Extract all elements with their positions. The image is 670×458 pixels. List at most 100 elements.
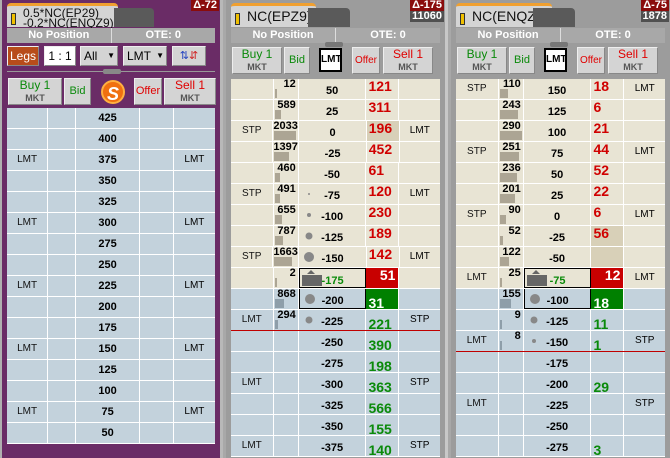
empty-tab[interactable] bbox=[533, 8, 575, 27]
bid-size-cell[interactable]: 198 bbox=[366, 352, 400, 374]
volume-cell[interactable]: 9 bbox=[499, 310, 524, 330]
ask-size-cell[interactable]: 121 bbox=[366, 79, 400, 99]
price-cell[interactable]: 300 bbox=[76, 213, 141, 233]
price-cell[interactable]: 400 bbox=[76, 129, 141, 149]
sell-market-button[interactable]: Sell 1 MKT bbox=[608, 47, 658, 74]
bid-size-cell[interactable] bbox=[140, 213, 174, 233]
bid-size-cell[interactable] bbox=[140, 129, 174, 149]
bid-size-cell[interactable] bbox=[140, 234, 174, 254]
price-cell[interactable]: -325 bbox=[299, 394, 367, 414]
price-cell[interactable]: -25 bbox=[524, 226, 592, 246]
left-order-cell[interactable] bbox=[231, 100, 274, 120]
left-order-cell[interactable]: STP bbox=[231, 184, 274, 204]
left-order-cell[interactable] bbox=[456, 247, 499, 267]
price-cell[interactable]: 75 bbox=[524, 142, 592, 162]
price-cell[interactable]: 200 bbox=[76, 297, 141, 317]
price-cell[interactable]: 25 bbox=[524, 184, 592, 204]
price-cell[interactable]: 100 bbox=[76, 381, 141, 401]
left-order-cell[interactable] bbox=[231, 352, 274, 372]
bid-size-cell[interactable] bbox=[140, 339, 174, 359]
price-cell[interactable]: -225 bbox=[299, 310, 367, 330]
price-cell[interactable]: -250 bbox=[299, 331, 367, 351]
right-order-cell[interactable]: LMT bbox=[634, 272, 655, 283]
volume-cell[interactable]: 8 bbox=[499, 331, 524, 351]
order-type-toggle[interactable]: LMT bbox=[319, 48, 342, 72]
left-order-cell[interactable]: LMT bbox=[7, 402, 49, 422]
right-order-cell[interactable]: LMT bbox=[184, 406, 205, 417]
volume-cell[interactable]: 201 bbox=[499, 184, 524, 204]
ask-size-cell[interactable]: 56 bbox=[591, 226, 625, 246]
price-cell[interactable]: 25 bbox=[299, 100, 367, 120]
right-order-cell[interactable] bbox=[399, 352, 440, 372]
volume-cell[interactable]: 12 bbox=[274, 79, 299, 99]
price-cell[interactable]: 425 bbox=[76, 108, 141, 128]
bid-size-cell[interactable] bbox=[140, 318, 174, 338]
right-order-cell[interactable] bbox=[174, 381, 215, 401]
right-order-cell[interactable] bbox=[174, 129, 215, 149]
volume-cell[interactable]: 52 bbox=[499, 226, 524, 246]
right-order-cell[interactable] bbox=[174, 255, 215, 275]
bid-size-cell[interactable]: 3 bbox=[591, 436, 625, 458]
right-order-cell[interactable]: LMT bbox=[184, 154, 205, 165]
right-order-cell[interactable]: STP bbox=[409, 377, 430, 388]
bid-size-cell[interactable] bbox=[140, 108, 174, 128]
volume-cell[interactable]: 155 bbox=[499, 289, 524, 309]
volume-cell[interactable]: 655 bbox=[274, 205, 299, 225]
volume-cell[interactable]: 2 bbox=[274, 268, 299, 288]
price-cell[interactable]: -150 bbox=[299, 247, 367, 267]
price-cell[interactable]: -275 bbox=[524, 436, 592, 456]
bid-size-cell[interactable]: 29 bbox=[591, 373, 625, 395]
bid-size-cell[interactable] bbox=[591, 415, 625, 435]
right-order-cell[interactable] bbox=[399, 226, 440, 246]
empty-tab[interactable] bbox=[114, 8, 154, 27]
volume-cell[interactable] bbox=[48, 213, 76, 233]
right-order-cell[interactable] bbox=[399, 205, 440, 225]
left-order-cell[interactable] bbox=[231, 163, 274, 183]
ask-size-cell[interactable]: 12 bbox=[591, 268, 625, 288]
volume-cell[interactable] bbox=[48, 255, 76, 275]
volume-cell[interactable] bbox=[48, 108, 76, 128]
volume-cell[interactable] bbox=[48, 423, 76, 443]
bid-button[interactable]: Bid bbox=[509, 47, 535, 74]
price-cell[interactable]: -125 bbox=[299, 226, 367, 246]
left-order-cell[interactable]: LMT bbox=[231, 373, 274, 393]
left-order-cell[interactable] bbox=[456, 436, 499, 456]
ask-size-cell[interactable] bbox=[591, 247, 625, 267]
price-cell[interactable]: 125 bbox=[524, 100, 592, 120]
price-cell[interactable]: 150 bbox=[524, 79, 592, 99]
volume-cell[interactable] bbox=[48, 297, 76, 317]
left-order-cell[interactable] bbox=[231, 226, 274, 246]
volume-cell[interactable] bbox=[499, 415, 524, 435]
bid-size-cell[interactable] bbox=[140, 360, 174, 380]
instrument-tab[interactable]: 0.5*NC(EP29) -0.2*NC(ENQZ9) bbox=[7, 3, 118, 29]
ask-size-cell[interactable]: 6 bbox=[591, 100, 625, 120]
volume-cell[interactable]: 589 bbox=[274, 100, 299, 120]
price-cell[interactable]: -50 bbox=[299, 163, 367, 183]
price-cell[interactable]: 375 bbox=[76, 150, 141, 170]
bid-size-cell[interactable] bbox=[140, 255, 174, 275]
empty-tab[interactable] bbox=[308, 8, 350, 27]
left-order-cell[interactable] bbox=[7, 255, 49, 275]
ask-size-cell[interactable]: 21 bbox=[591, 121, 625, 141]
right-order-cell[interactable] bbox=[624, 373, 665, 393]
bid-size-cell[interactable]: 390 bbox=[366, 331, 400, 353]
left-order-cell[interactable]: LMT bbox=[7, 213, 49, 233]
price-cell[interactable]: -175 bbox=[524, 352, 592, 372]
volume-cell[interactable]: 290 bbox=[499, 121, 524, 141]
left-order-cell[interactable]: STP bbox=[456, 142, 499, 162]
volume-cell[interactable]: 460 bbox=[274, 163, 299, 183]
bid-size-cell[interactable] bbox=[140, 171, 174, 191]
price-cell[interactable]: -300 bbox=[299, 373, 367, 393]
bid-size-cell[interactable] bbox=[140, 276, 174, 296]
right-order-cell[interactable] bbox=[624, 310, 665, 330]
right-order-cell[interactable] bbox=[624, 100, 665, 120]
price-cell[interactable]: 350 bbox=[76, 171, 141, 191]
ask-size-cell[interactable]: 44 bbox=[591, 142, 625, 162]
volume-cell[interactable]: 25 bbox=[499, 268, 524, 288]
right-order-cell[interactable] bbox=[174, 108, 215, 128]
price-cell[interactable]: 0 bbox=[299, 121, 367, 141]
right-order-cell[interactable] bbox=[399, 268, 440, 288]
filter-dropdown[interactable]: All ▼ bbox=[80, 46, 118, 66]
left-order-cell[interactable]: LMT bbox=[456, 394, 499, 414]
volume-cell[interactable]: 251 bbox=[499, 142, 524, 162]
